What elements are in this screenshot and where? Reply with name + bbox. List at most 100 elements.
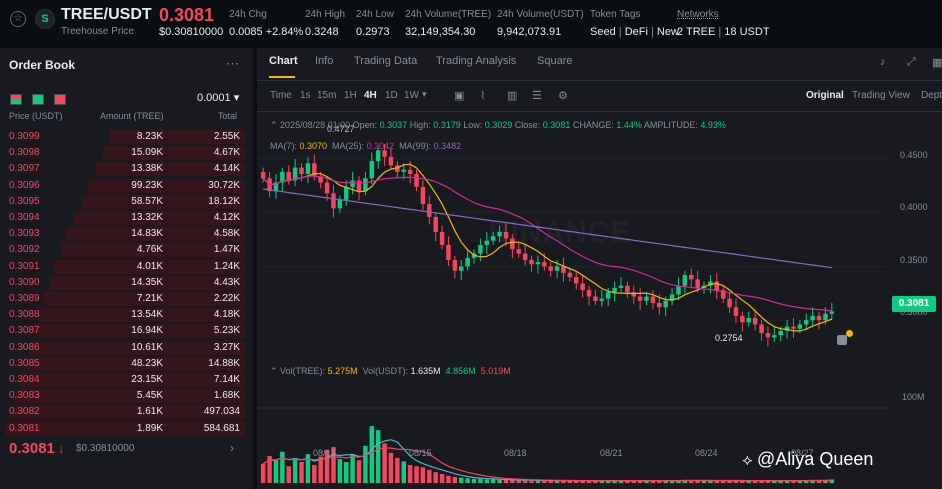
candlestick-chart[interactable] xyxy=(257,111,887,489)
volume-bar xyxy=(740,480,745,483)
ask-row[interactable]: 0.3084 23.15K 7.14K xyxy=(0,372,253,388)
ask-row[interactable]: 0.3089 7.21K 2.22K xyxy=(0,291,253,307)
volume-bar xyxy=(273,460,279,483)
bell-icon[interactable]: ♪ xyxy=(880,56,886,68)
volume-bar xyxy=(778,480,783,483)
ask-row[interactable]: 0.3099 8.23K 2.55K xyxy=(0,129,253,145)
token-tags[interactable]: Seed | DeFi | New xyxy=(590,26,679,38)
chevron-right-icon[interactable]: › xyxy=(230,441,234,455)
tab-info[interactable]: Info xyxy=(315,55,334,67)
both-sides-view-icon[interactable] xyxy=(10,94,22,105)
grid-layout-icon[interactable]: ▦ xyxy=(932,57,942,69)
ask-row[interactable]: 0.3087 16.94K 5.23K xyxy=(0,323,253,339)
tf-15m[interactable]: 15m xyxy=(317,90,337,101)
depth-bar xyxy=(49,275,245,290)
candle-type-icon[interactable]: ▥ xyxy=(507,90,518,102)
pair-subtitle[interactable]: Treehouse Price xyxy=(61,26,134,37)
candle-body xyxy=(363,178,368,192)
ask-row[interactable]: 0.3083 5.45K 1.68K xyxy=(0,388,253,404)
last-price: 0.3081 xyxy=(159,5,215,25)
alert-bot-icon[interactable] xyxy=(837,335,847,345)
ask-amount: 4.01K xyxy=(136,260,163,272)
ask-row[interactable]: 0.3091 4.01K 1.24K xyxy=(0,259,253,275)
drawing-tools-icon[interactable]: ☰ xyxy=(532,90,542,102)
ask-row[interactable]: 0.3081 1.89K 584.681 xyxy=(0,421,253,437)
networks-value[interactable]: 2 TREE | 18 USDT xyxy=(677,26,770,38)
token-tag-defi[interactable]: DeFi xyxy=(624,26,648,38)
settings-icon[interactable]: ⚙ xyxy=(558,90,568,102)
ask-row[interactable]: 0.3082 1.61K 497.034 xyxy=(0,404,253,420)
token-tag-seed[interactable]: Seed xyxy=(590,26,616,38)
depth-bar xyxy=(88,178,245,193)
ask-row[interactable]: 0.3085 48.23K 14.88K xyxy=(0,356,253,372)
tab-square[interactable]: Square xyxy=(537,55,573,67)
candle-body xyxy=(260,171,266,179)
ohlc-close: 0.3081 xyxy=(542,120,571,130)
ask-row[interactable]: 0.3092 4.76K 1.47K xyxy=(0,242,253,258)
volume-bar xyxy=(593,480,598,483)
candle-body xyxy=(414,173,419,187)
ask-price: 0.3098 xyxy=(9,147,40,159)
ohlc-readout: ⌃ 2025/08/28 01:00 Open: 0.3037 High: 0.… xyxy=(270,120,726,130)
tick-size-select[interactable]: 0.0001 ▾ xyxy=(197,91,239,104)
ask-row[interactable]: 0.3094 13.32K 4.12K xyxy=(0,210,253,226)
ask-row[interactable]: 0.3097 13.38K 4.14K xyxy=(0,161,253,177)
favorite-star-icon[interactable]: ☆ xyxy=(10,11,26,27)
view-trading-view[interactable]: Trading View xyxy=(852,90,910,101)
candle-body xyxy=(816,315,822,321)
tab-trading-analysis[interactable]: Trading Analysis xyxy=(436,55,517,67)
order-book-view-toggle[interactable] xyxy=(10,92,76,110)
volume-bar xyxy=(497,480,502,483)
volume-bar xyxy=(829,479,835,483)
pair-title[interactable]: TREE/USDT xyxy=(61,6,152,23)
ask-price: 0.3090 xyxy=(9,276,40,288)
tf-1d[interactable]: 1D xyxy=(385,90,398,101)
ask-price: 0.3084 xyxy=(9,374,40,385)
tf-4h[interactable]: 4H xyxy=(364,90,377,101)
more-menu-icon[interactable]: ⋯ xyxy=(226,56,239,71)
depth-bar xyxy=(73,211,245,225)
collapse-icon[interactable]: ⌃ xyxy=(270,366,281,376)
candle-body xyxy=(375,150,381,162)
ask-row[interactable]: 0.3096 99.23K 30.72K xyxy=(0,178,253,194)
indicator-icon[interactable]: ⌇ xyxy=(480,90,486,102)
candle-body xyxy=(650,296,656,303)
tab-chart[interactable]: Chart xyxy=(269,55,298,67)
view-depth[interactable]: Depth xyxy=(921,90,942,101)
ohlc-low: 0.3029 xyxy=(484,120,513,130)
candle-body xyxy=(765,333,771,338)
candle-body xyxy=(791,326,796,329)
token-tag-new[interactable]: New xyxy=(656,26,679,38)
networks-usdt[interactable]: 18 USDT xyxy=(724,26,770,38)
volume-bar xyxy=(465,478,470,483)
tab-trading-data[interactable]: Trading Data xyxy=(354,55,418,67)
chevron-down-icon[interactable]: ▾ xyxy=(422,89,427,99)
expand-icon[interactable]: ⤢ xyxy=(907,56,916,68)
vol-usdt: 1.635M xyxy=(410,366,441,376)
tf-1w[interactable]: 1W xyxy=(404,90,419,101)
candle-body xyxy=(637,296,643,301)
volume-bar xyxy=(382,443,387,483)
ask-row[interactable]: 0.3086 10.61K 3.27K xyxy=(0,340,253,356)
ma7-line xyxy=(262,163,832,332)
ask-row[interactable]: 0.3088 13.54K 4.18K xyxy=(0,307,253,323)
x-tick-0: 08/12 xyxy=(313,448,336,458)
networks-tree[interactable]: 2 TREE xyxy=(677,26,716,38)
ask-row[interactable]: 0.3098 15.09K 4.67K xyxy=(0,145,253,161)
asks-view-icon[interactable] xyxy=(54,94,66,105)
collapse-icon[interactable]: ⌃ xyxy=(270,120,281,130)
tf-time[interactable]: Time xyxy=(270,90,292,101)
stat-label-24h-low: 24h Low xyxy=(356,9,394,20)
tf-1s[interactable]: 1s xyxy=(300,90,311,101)
depth-bar xyxy=(39,308,245,323)
candle-body xyxy=(586,290,592,297)
ask-total: 3.27K xyxy=(213,341,240,353)
candle-body xyxy=(280,171,285,183)
tf-1h[interactable]: 1H xyxy=(344,90,357,101)
calendar-icon[interactable]: ▣ xyxy=(454,90,465,102)
ask-row[interactable]: 0.3095 58.57K 18.12K xyxy=(0,194,253,210)
ask-row[interactable]: 0.3093 14.83K 4.58K xyxy=(0,226,253,242)
bids-view-icon[interactable] xyxy=(32,94,44,105)
ask-row[interactable]: 0.3090 14.35K 4.43K xyxy=(0,275,253,291)
view-original[interactable]: Original xyxy=(806,90,844,101)
